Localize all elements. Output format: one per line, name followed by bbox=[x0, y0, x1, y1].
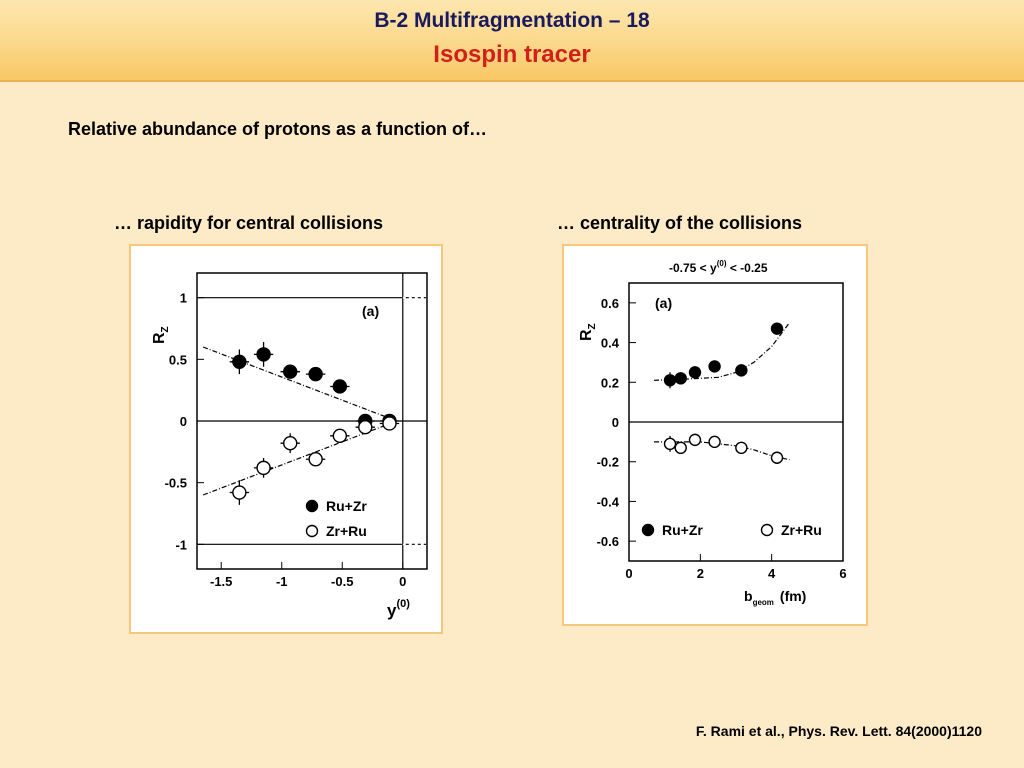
x-tick-label: 2 bbox=[697, 566, 704, 581]
y-axis-label: RZ bbox=[578, 323, 598, 341]
y-axis-label: RZ bbox=[151, 326, 171, 344]
data-point-ru-zr bbox=[688, 366, 702, 379]
legend-marker bbox=[305, 499, 319, 513]
data-point-zr-ru bbox=[283, 435, 298, 451]
x-tick-label: -1.5 bbox=[210, 574, 232, 589]
legend-label: Ru+Zr bbox=[326, 498, 367, 514]
right-chart-panel: 0 2 4 6 0.6 0.4 0.2 0 -0.2 -0.4 -0.6 (a) Ru+Zr Zr+Ru R… bbox=[562, 244, 868, 626]
legend-marker bbox=[641, 523, 655, 537]
y-tick-label: -0.5 bbox=[165, 476, 187, 491]
title-bar: B-2 Multifragmentation – 18 Isospin trac… bbox=[0, 0, 1024, 82]
data-point-zr-ru bbox=[674, 441, 687, 455]
data-point-ru-zr bbox=[674, 372, 687, 385]
data-point-zr-ru bbox=[708, 435, 721, 449]
fit-line bbox=[653, 322, 790, 381]
data-point-ru-zr bbox=[663, 374, 677, 387]
data-point-ru-zr bbox=[708, 360, 721, 373]
y-tick-label: -0.4 bbox=[597, 494, 620, 509]
data-point-zr-ru bbox=[332, 428, 348, 444]
data-point-ru-zr bbox=[735, 364, 748, 377]
x-tick-label: -0.5 bbox=[331, 574, 353, 589]
x-tick-label: 0 bbox=[399, 574, 406, 589]
rapidity-chart: -1.5 -1 -0.5 0 1 0.5 0 -0.5 -1 (a) Ru+Zr Zr+Ru RZ y(0… bbox=[151, 272, 428, 620]
data-point-ru-zr bbox=[232, 354, 247, 370]
y-tick-label: 0.2 bbox=[601, 375, 619, 390]
data-point-zr-ru bbox=[735, 441, 748, 455]
data-point-ru-zr bbox=[770, 322, 784, 335]
x-axis-label: y(0) bbox=[387, 598, 410, 620]
left-chart-panel: -1.5 -1 -0.5 0 1 0.5 0 -0.5 -1 (a) Ru+Zr Zr+Ru RZ y(0… bbox=[129, 244, 443, 634]
data-point-zr-ru bbox=[358, 419, 373, 435]
legend-label: Ru+Zr bbox=[662, 522, 703, 538]
data-point-zr-ru bbox=[256, 460, 271, 476]
chart-annotation: -0.75 < y(0) < -0.25 bbox=[669, 259, 768, 275]
data-point-zr-ru bbox=[308, 452, 323, 467]
y-tick-label: 0.6 bbox=[601, 296, 619, 311]
legend-marker bbox=[760, 523, 774, 537]
data-point-zr-ru bbox=[382, 416, 397, 431]
legend-label: Zr+Ru bbox=[326, 523, 367, 539]
data-point-zr-ru bbox=[663, 437, 677, 451]
y-tick-label: 0 bbox=[612, 415, 619, 430]
y-tick-label: 0 bbox=[180, 414, 187, 429]
intro-text: Relative abundance of protons as a funct… bbox=[68, 119, 488, 139]
y-tick-label: 0.4 bbox=[601, 336, 620, 351]
slide-title: B-2 Multifragmentation – 18 bbox=[374, 9, 650, 32]
x-tick-label: 6 bbox=[839, 566, 846, 581]
y-tick-label: -0.6 bbox=[597, 534, 619, 549]
data-point-zr-ru bbox=[688, 433, 702, 447]
x-tick-label: 4 bbox=[768, 566, 776, 581]
data-point-ru-zr bbox=[332, 379, 348, 394]
data-point-ru-zr bbox=[308, 366, 323, 382]
fit-line bbox=[202, 346, 397, 422]
panel-label: (a) bbox=[362, 303, 379, 319]
x-tick-label: 0 bbox=[625, 566, 632, 581]
x-tick-label: -1 bbox=[276, 574, 288, 589]
slide-subtitle: Isospin tracer bbox=[433, 41, 591, 68]
legend-label: Zr+Ru bbox=[781, 522, 822, 538]
y-tick-label: 0.5 bbox=[169, 352, 187, 367]
centrality-chart: 0 2 4 6 0.6 0.4 0.2 0 -0.2 -0.4 -0.6 (a) Ru+Zr Zr+Ru R… bbox=[578, 259, 847, 607]
panel-label: (a) bbox=[655, 295, 672, 311]
right-chart-heading: … centrality of the collisions bbox=[557, 213, 803, 233]
y-tick-label: 1 bbox=[180, 291, 187, 306]
citation: F. Rami et al., Phys. Rev. Lett. 84(2000… bbox=[695, 723, 982, 739]
y-tick-label: -0.2 bbox=[597, 455, 619, 470]
legend-marker bbox=[305, 524, 319, 538]
y-tick-label: -1 bbox=[175, 537, 187, 552]
data-point-ru-zr bbox=[256, 347, 271, 362]
data-point-zr-ru bbox=[232, 485, 247, 500]
left-chart-heading: … rapidity for central collisions bbox=[114, 213, 384, 233]
x-axis-label: bgeom (fm) bbox=[744, 588, 806, 607]
data-point-zr-ru bbox=[770, 451, 784, 464]
data-point-ru-zr bbox=[283, 364, 298, 379]
